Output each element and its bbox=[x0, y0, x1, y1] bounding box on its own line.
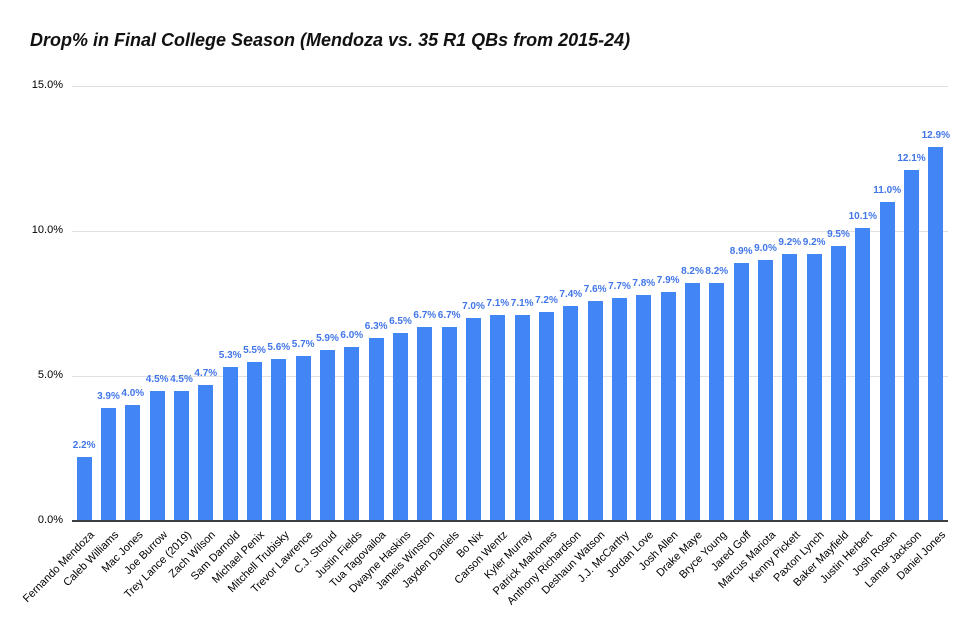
bar-value-label: 10.1% bbox=[848, 211, 877, 223]
bar bbox=[222, 367, 238, 521]
bar bbox=[149, 390, 165, 521]
bar bbox=[174, 390, 189, 521]
bar-value-label: 3.9% bbox=[97, 390, 120, 402]
bar-value-label: 4.0% bbox=[121, 388, 145, 399]
bar-value-label: 7.6% bbox=[583, 283, 607, 295]
bar bbox=[563, 306, 579, 521]
bar-value-label: 5.5% bbox=[243, 344, 266, 356]
bar bbox=[855, 228, 871, 521]
bar bbox=[758, 260, 773, 521]
bar-value-label: 6.7% bbox=[413, 309, 437, 321]
bar-value-label: 4.5% bbox=[170, 373, 193, 385]
bar-value-label: 7.2% bbox=[535, 295, 558, 307]
bar-value-label: 6.0% bbox=[340, 330, 364, 341]
bar-value-label: 4.7% bbox=[194, 367, 218, 379]
bar bbox=[928, 146, 944, 521]
bar-value-label: 12.1% bbox=[897, 153, 926, 165]
y-axis-tick-label: 10.0% bbox=[31, 224, 63, 236]
bar bbox=[125, 405, 141, 521]
gridline bbox=[72, 376, 948, 377]
bar-value-label: 9.5% bbox=[827, 228, 850, 240]
bar bbox=[417, 326, 433, 521]
bar-value-label: 11.0% bbox=[873, 185, 902, 196]
y-axis-tick-label: 0.0% bbox=[37, 514, 63, 526]
y-axis-tick-label: 5.0% bbox=[37, 369, 63, 381]
bar bbox=[514, 315, 530, 521]
bar-value-label: 12.9% bbox=[921, 129, 950, 141]
bar-value-label: 7.1% bbox=[510, 298, 534, 310]
bar-value-label: 5.7% bbox=[291, 338, 315, 350]
bar bbox=[660, 291, 676, 521]
bar bbox=[587, 300, 603, 521]
bar bbox=[320, 349, 335, 521]
bar bbox=[612, 297, 627, 521]
bar bbox=[685, 283, 700, 521]
bar bbox=[806, 254, 822, 521]
bar-value-label: 7.1% bbox=[486, 298, 510, 310]
bar-value-label: 6.5% bbox=[389, 315, 412, 327]
bar bbox=[344, 347, 360, 521]
bar-value-label: 8.9% bbox=[729, 245, 753, 257]
x-axis-baseline bbox=[72, 520, 948, 522]
bar-value-label: 7.0% bbox=[462, 301, 485, 312]
bar bbox=[879, 202, 895, 521]
bar bbox=[76, 457, 92, 521]
bar-value-label: 7.8% bbox=[632, 277, 656, 289]
bar bbox=[490, 315, 506, 521]
bar-value-label: 2.2% bbox=[72, 440, 96, 452]
bar bbox=[247, 361, 262, 521]
bar-value-label: 9.2% bbox=[802, 237, 826, 249]
bar bbox=[368, 338, 384, 521]
bar-value-label: 6.3% bbox=[364, 321, 388, 333]
bar-value-label: 5.3% bbox=[218, 350, 242, 362]
bar bbox=[101, 407, 116, 521]
bar bbox=[904, 170, 919, 521]
chart-title: Drop% in Final College Season (Mendoza v… bbox=[30, 30, 631, 50]
bar-value-label: 9.0% bbox=[754, 243, 777, 254]
gridline bbox=[72, 86, 948, 87]
bar bbox=[271, 358, 287, 521]
bar-value-label: 7.9% bbox=[656, 274, 680, 286]
bar-value-label: 7.7% bbox=[608, 280, 631, 292]
bar bbox=[831, 245, 846, 521]
bar-value-label: 9.2% bbox=[778, 237, 802, 249]
bar bbox=[441, 326, 457, 521]
bar bbox=[295, 355, 311, 521]
bar bbox=[539, 312, 554, 521]
bar-value-label: 4.5% bbox=[145, 373, 169, 385]
gridline bbox=[72, 231, 948, 232]
bar bbox=[393, 332, 408, 521]
bar bbox=[636, 294, 652, 521]
bar bbox=[198, 384, 214, 521]
y-axis-tick-label: 15.0% bbox=[31, 79, 63, 91]
bar bbox=[466, 318, 481, 521]
bar-value-label: 8.2% bbox=[705, 266, 729, 278]
bar-value-label: 5.6% bbox=[267, 341, 291, 353]
bar-value-label: 6.7% bbox=[437, 309, 461, 321]
bar bbox=[733, 262, 749, 521]
bar bbox=[782, 254, 798, 521]
bar-value-label: 5.9% bbox=[316, 332, 339, 344]
bar-value-label: 7.4% bbox=[559, 289, 583, 301]
bar-value-label: 8.2% bbox=[681, 266, 704, 278]
bar bbox=[709, 283, 725, 521]
